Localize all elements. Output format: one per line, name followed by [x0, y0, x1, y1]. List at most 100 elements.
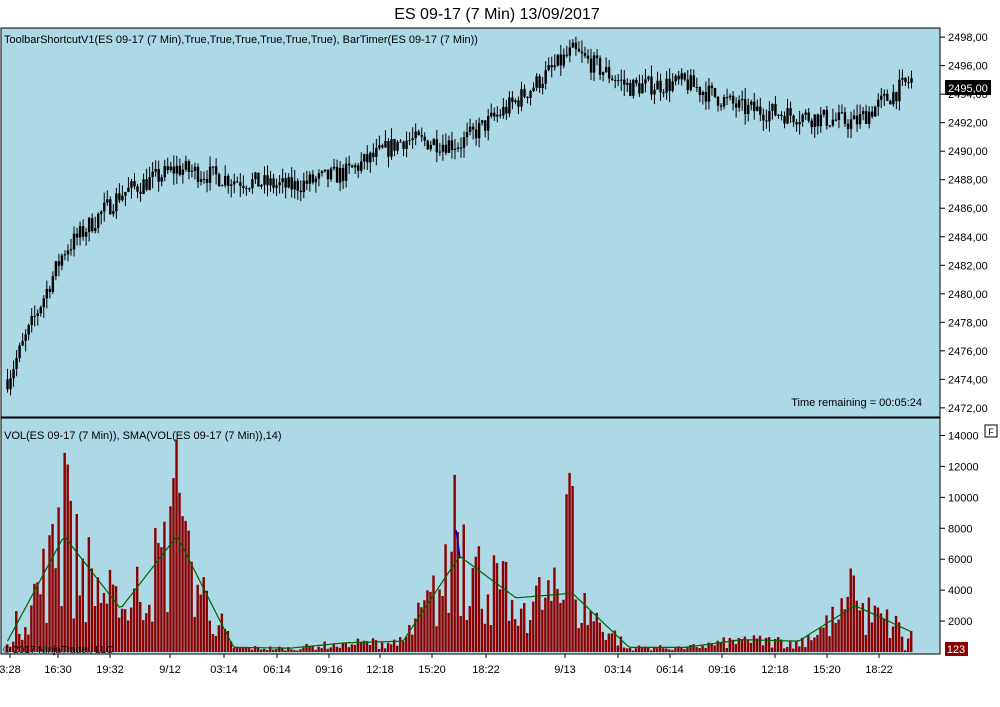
price-tag-value: 2495,00	[948, 83, 988, 95]
volume-bar	[90, 568, 94, 652]
volume-bar	[386, 642, 390, 652]
price-candle-body	[453, 148, 457, 151]
price-tick-label: 2490,00	[948, 146, 988, 158]
price-candle-body	[57, 261, 61, 266]
price-candle-body	[245, 187, 248, 189]
volume-bar	[807, 635, 810, 652]
price-candle-body	[508, 97, 511, 114]
volume-bar	[686, 646, 689, 652]
price-candle-body	[314, 178, 318, 183]
volume-bar	[471, 567, 475, 652]
price-axis: 2498,002496,002494,002492,002490,002488,…	[940, 32, 988, 415]
price-candle-body	[230, 184, 233, 186]
volume-bar	[798, 646, 801, 652]
price-candle-body	[372, 152, 375, 158]
volume-bar	[42, 548, 45, 652]
time-axis: 3:28 16:30 19:32 9/12 03:14 06:14 09:16 12:18 15…	[0, 654, 893, 676]
volume-bar	[586, 624, 589, 652]
volume-bar	[677, 646, 680, 652]
volume-bar	[81, 558, 85, 652]
volume-bar	[78, 595, 81, 652]
volume-bar	[405, 636, 408, 652]
volume-bar	[773, 638, 777, 652]
volume-bar	[214, 635, 218, 652]
volume-bar	[516, 625, 520, 652]
price-candle-body	[644, 79, 647, 84]
volume-bar	[792, 648, 795, 652]
price-candle-body	[100, 211, 103, 214]
volume-bar	[770, 647, 774, 652]
volume-bar	[571, 485, 574, 652]
volume-bar	[810, 640, 813, 652]
price-candle-body	[662, 92, 665, 94]
price-candle-body	[740, 99, 744, 101]
price-candle-body	[544, 70, 547, 84]
price-candle-body	[287, 177, 290, 188]
volume-bar	[275, 649, 278, 652]
price-candle-body	[780, 114, 783, 117]
volume-bar	[556, 588, 559, 652]
volume-bar	[656, 648, 659, 652]
price-candle-body	[384, 141, 387, 148]
f-button-box[interactable]	[984, 424, 998, 438]
price-candle-body	[907, 82, 910, 84]
volume-bar	[269, 646, 272, 652]
price-candle-body	[130, 181, 133, 188]
volume-bar	[93, 606, 97, 652]
volume-tick-label: 4000	[948, 585, 972, 597]
f-button[interactable]: F	[984, 424, 998, 438]
volume-bar	[60, 606, 63, 652]
f-button-label[interactable]: F	[988, 427, 994, 437]
volume-bar	[411, 634, 414, 652]
volume-bar	[262, 648, 266, 652]
volume-bar	[692, 644, 695, 652]
volume-bar	[184, 520, 187, 652]
volume-bar	[259, 649, 263, 652]
volume-bar	[486, 594, 490, 652]
price-candle-body	[187, 161, 191, 172]
price-candle-body	[459, 147, 463, 149]
volume-bar	[136, 566, 139, 652]
volume-bar	[102, 592, 106, 652]
price-candle-body	[574, 42, 578, 49]
volume-bar	[139, 601, 142, 652]
volume-bar	[169, 506, 172, 652]
volume-bar	[532, 601, 535, 652]
volume-bar	[882, 619, 886, 652]
volume-bar	[529, 620, 532, 652]
price-candle-body	[750, 101, 753, 105]
time-tick-label: 15:20	[418, 664, 446, 676]
price-candle-body	[275, 185, 278, 188]
price-candle-body	[604, 67, 608, 73]
volume-bar	[843, 609, 846, 652]
price-candle-body	[777, 114, 780, 116]
volume-bar	[541, 609, 544, 652]
volume-bar	[704, 647, 707, 652]
volume-bar	[598, 622, 601, 652]
price-candle-body	[414, 131, 417, 139]
volume-bar	[604, 640, 608, 652]
price-candle-body	[18, 345, 21, 358]
price-candle-body	[438, 151, 442, 153]
volume-bar	[607, 633, 611, 652]
price-candle-body	[450, 140, 454, 151]
volume-bar	[634, 648, 638, 652]
volume-bar	[589, 611, 592, 652]
price-candle-body	[381, 145, 384, 148]
price-candle-body	[683, 73, 686, 80]
price-panel[interactable]	[0, 27, 941, 418]
price-candle-body	[710, 85, 714, 88]
volume-bar	[9, 646, 12, 652]
volume-bar	[737, 638, 741, 652]
price-candle-body	[547, 65, 550, 71]
volume-bar	[344, 642, 348, 652]
volume-bar	[290, 649, 293, 652]
price-tick-label: 2488,00	[948, 175, 988, 187]
price-candle-body	[205, 179, 209, 183]
volume-bar	[241, 647, 245, 652]
volume-tick-label: 12000	[948, 461, 979, 473]
price-candle-body	[278, 182, 281, 186]
price-candle-body	[42, 298, 45, 308]
price-candle-body	[722, 97, 726, 107]
volume-bar	[559, 602, 562, 652]
